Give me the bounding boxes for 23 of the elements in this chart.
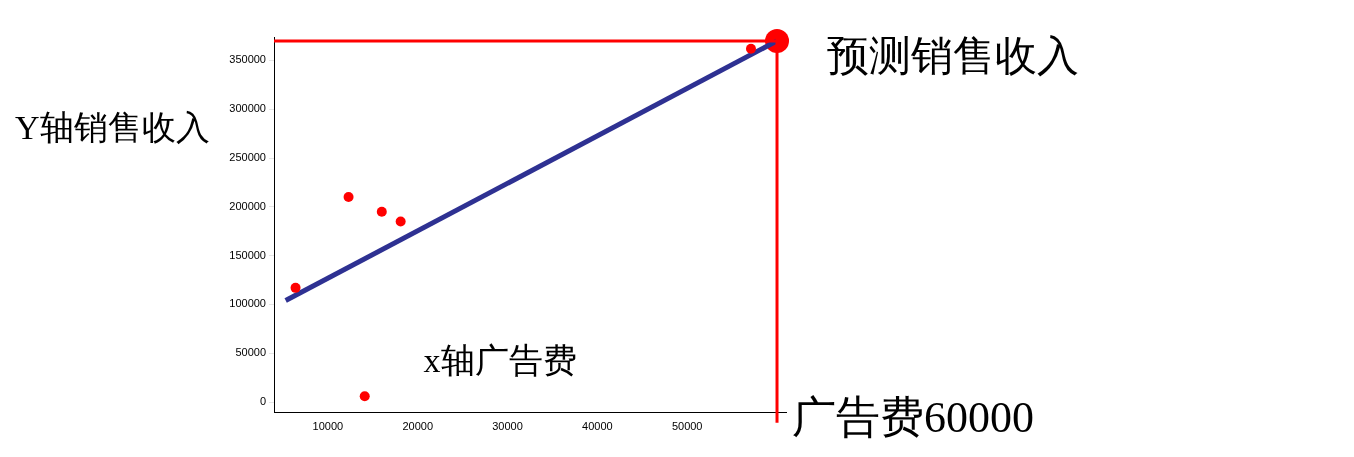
- y-tick-label: 300000: [229, 102, 266, 115]
- x-tick-label: 50000: [671, 420, 703, 433]
- x-axis-title: x轴广告费: [423, 341, 577, 379]
- y-tick-label: 200000: [229, 199, 266, 212]
- y-tick-label: 50000: [235, 346, 266, 359]
- x-tick-label: 20000: [402, 420, 434, 433]
- ref-line-label: 广告费60000: [792, 393, 1035, 443]
- x-tick-label: 30000: [492, 420, 523, 433]
- x-tick-label: 10000: [312, 420, 344, 433]
- y-tick-label: 100000: [229, 297, 266, 310]
- annotation: 预测销售收入: [827, 32, 1080, 79]
- point: [745, 43, 756, 54]
- point: [343, 192, 354, 203]
- y-tick-label: 350000: [229, 53, 266, 66]
- point: [395, 216, 406, 227]
- point: [359, 391, 370, 402]
- y-tick-label: 250000: [229, 151, 266, 164]
- y-tick-label: 0: [259, 395, 266, 408]
- x-tick-label: 40000: [582, 420, 613, 433]
- y-axis-title: Y轴销售收入: [15, 108, 210, 146]
- y-tick-label: 150000: [229, 248, 266, 261]
- point: [376, 206, 387, 217]
- point: [290, 282, 301, 293]
